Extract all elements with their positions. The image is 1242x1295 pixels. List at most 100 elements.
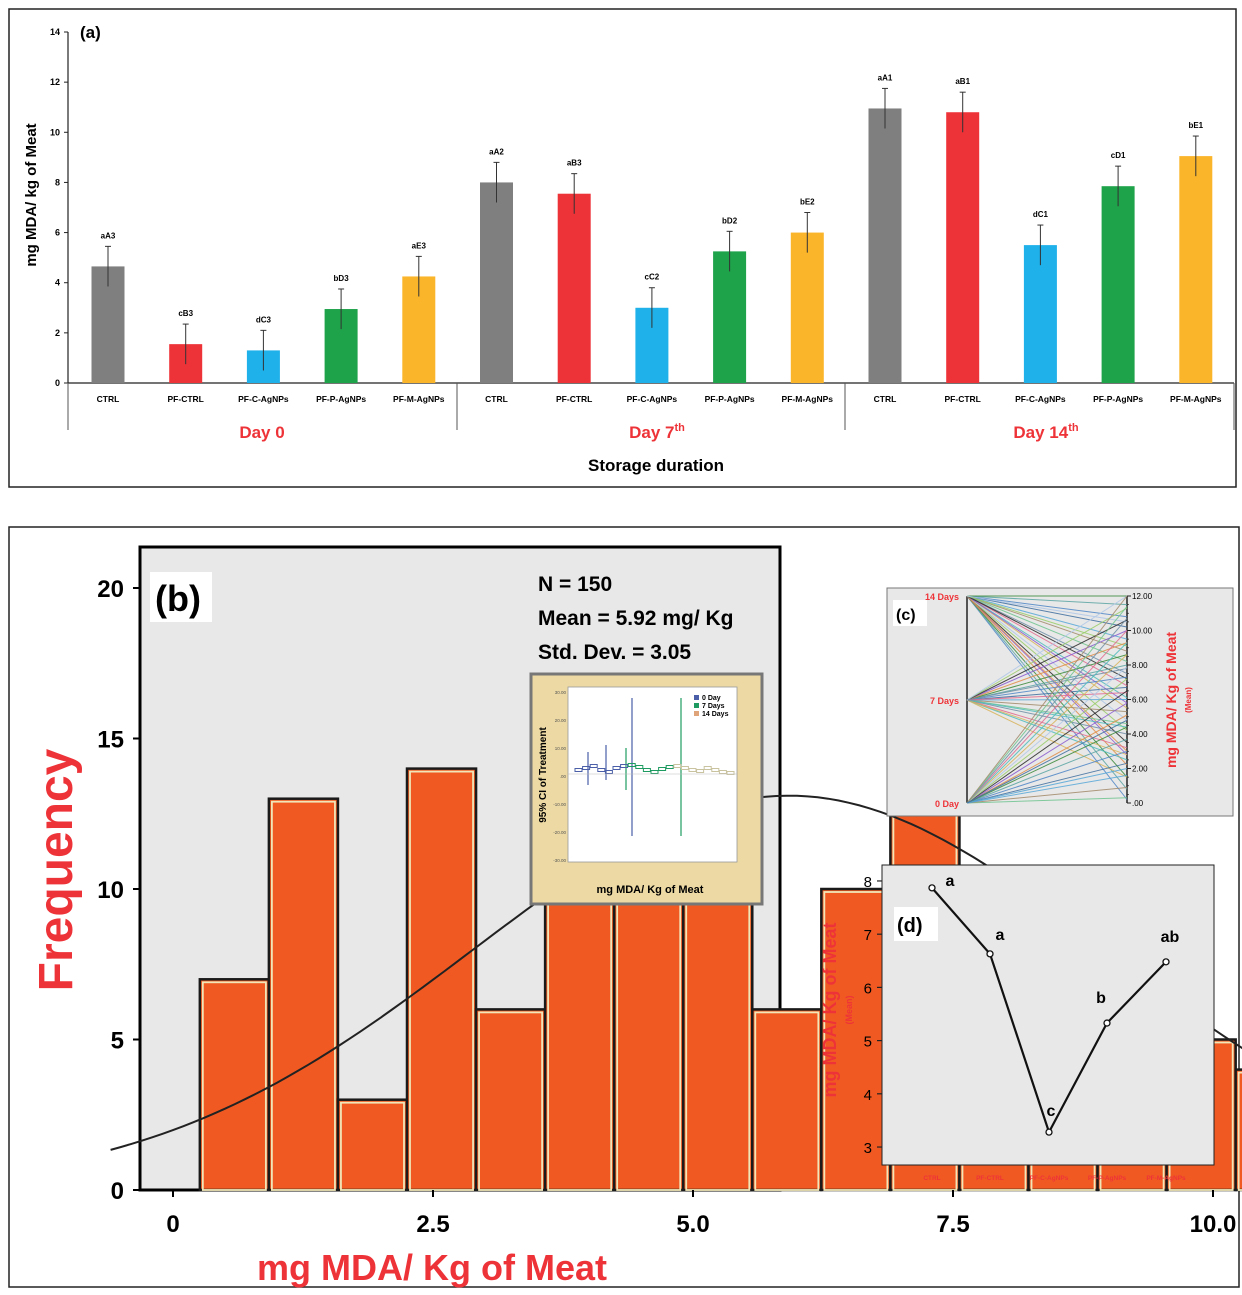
panel-b-axes: 02.55.07.510.012.505101520 (97, 576, 1236, 1238)
parallel-line (966, 699, 1128, 778)
significance-letter: cC2 (645, 273, 660, 282)
parallel-line (966, 607, 1128, 701)
panel-d-point (986, 950, 994, 958)
panel-b-xlabel: mg MDA/ Kg of Meat (257, 1247, 607, 1288)
panel-d-point (928, 884, 936, 892)
inset-legend-swatch (694, 695, 699, 700)
group-label-1: Day 7th (629, 422, 685, 442)
histogram-bar (405, 767, 478, 1192)
parallel-line (966, 726, 1128, 804)
parallel-line (966, 595, 1128, 731)
inset-legend-label: 7 Days (702, 703, 725, 710)
category-label: PF-CTRL (945, 394, 981, 404)
category-label: PF-C-AgNPs (1015, 394, 1066, 404)
inset-ci-marker (612, 766, 621, 770)
inset-y-tick: 30.00 (555, 690, 567, 695)
bar-pf-m-agnps-1 (790, 232, 824, 383)
bar-pf-p-agnps-2 (1101, 186, 1135, 383)
parallel-line (966, 699, 1128, 728)
category-label: PF-P-AgNPs (1093, 394, 1143, 404)
inset-y-tick: 20.00 (555, 718, 567, 723)
panel-c-label: (c) (896, 607, 916, 624)
inset-y-tick: -30.00 (553, 858, 566, 863)
panel-d-ylabel-sub: (Mean) (844, 995, 854, 1024)
panel-a-ylabel: mg MDA/ kg of Meat (23, 123, 40, 266)
histogram-bar (474, 1008, 547, 1192)
panel-b-ylabel: Frequency (30, 748, 83, 991)
parallel-line (966, 762, 1128, 804)
panel-d-y-tick-label: 4 (864, 1087, 872, 1104)
panel-c: (c) 14 Days 7 Days 0 Day 12.00 10.00 8.00 6.00… (886, 587, 1234, 817)
y-tick-label: 0 (55, 378, 60, 388)
panel-d-category-label: PF-C-AgNPs (1030, 1175, 1069, 1182)
histogram-bar (267, 797, 340, 1192)
panel-d-point (1103, 1019, 1111, 1027)
panel-b-label-box (150, 572, 212, 622)
inset-ci-marker (589, 764, 598, 768)
category-label: PF-P-AgNPs (705, 394, 755, 404)
y-tick-label: 6 (55, 228, 60, 238)
panel-c-right-tick-label: 8.00 (1132, 661, 1148, 670)
category-label: CTRL (874, 394, 897, 404)
inset-legend-swatch (694, 711, 699, 716)
parallel-line (966, 738, 1128, 804)
panel-c-left-tick: 14 Days (925, 592, 959, 602)
stat-n: N = 150 (538, 573, 612, 596)
panel-c-right-tick-label: .00 (1132, 799, 1144, 808)
parallel-line (966, 606, 1128, 804)
panel-c-right-tick-label: 10.00 (1132, 627, 1153, 636)
y-tick-label: 20 (97, 576, 124, 603)
bar-pf-p-agnps-1 (713, 251, 747, 383)
category-label: PF-C-AgNPs (238, 394, 289, 404)
panel-d-y-tick-label: 3 (864, 1140, 872, 1157)
parallel-line (966, 595, 1128, 804)
category-label: PF-CTRL (556, 394, 592, 404)
parallel-line (966, 595, 1128, 647)
parallel-line (966, 595, 1128, 662)
parallel-line (966, 714, 1128, 804)
panel-d-point (1162, 958, 1170, 966)
inset-y-tick: 10.00 (555, 746, 567, 751)
y-tick-label: 4 (55, 278, 60, 288)
x-tick-label: 5.0 (676, 1211, 709, 1238)
stat-mean: Mean = 5.92 mg/ Kg (538, 607, 733, 630)
panel-c-left-tick: 7 Days (930, 696, 959, 706)
significance-letter: dC1 (1033, 210, 1049, 219)
panel-d-point (1045, 1128, 1053, 1136)
significance-letter: aB1 (955, 77, 970, 86)
significance-letter: aA2 (489, 147, 504, 156)
inset-ci-marker (658, 767, 667, 771)
bar-pf-ctrl-2 (946, 112, 980, 383)
panel-d-axes: 3 4 5 6 7 8 CTRL PF-CTRL PF-C-AgNPs PF-P-AgNPs PF-… (864, 874, 1186, 1182)
parallel-line (966, 664, 1128, 701)
inset-y-tick: -20.00 (553, 830, 566, 835)
parallel-line (966, 595, 1128, 790)
parallel-line (966, 702, 1128, 804)
parallel-line (966, 595, 1128, 778)
panel-c-ylabel: mg MDA/ Kg of Meat (1163, 632, 1179, 768)
inset-ci-marker (582, 766, 591, 770)
inset-ci-marker (673, 764, 682, 768)
significance-letter: aA1 (878, 73, 893, 82)
parallel-line (966, 595, 1128, 606)
panel-d-ylabel: mg MDA/ Kg of Meat (820, 923, 840, 1098)
inset-ci-marker (696, 769, 705, 773)
y-tick-label: 10 (97, 877, 124, 904)
significance-letter: cD1 (1111, 151, 1126, 160)
inset-legend-label: 14 Days (702, 711, 729, 718)
inset-ci-marker (688, 768, 697, 772)
histogram-bar-inner-edge (1237, 1071, 1242, 1191)
category-label: PF-C-AgNPs (627, 394, 678, 404)
panel-c-left-tick: 0 Day (935, 799, 959, 809)
parallel-line (966, 595, 1128, 800)
inset-ci-marker (650, 770, 659, 774)
histogram-bar-inner-edge (409, 770, 474, 1191)
panel-d-letter: a (996, 927, 1005, 944)
inset-y-tick: -10.00 (553, 802, 566, 807)
panel-d-letter: ab (1161, 929, 1180, 946)
y-tick-label: 14 (50, 27, 60, 37)
category-label: CTRL (97, 394, 120, 404)
y-tick-label: 15 (97, 727, 124, 754)
parallel-line (966, 595, 1128, 623)
parallel-line (966, 750, 1128, 804)
